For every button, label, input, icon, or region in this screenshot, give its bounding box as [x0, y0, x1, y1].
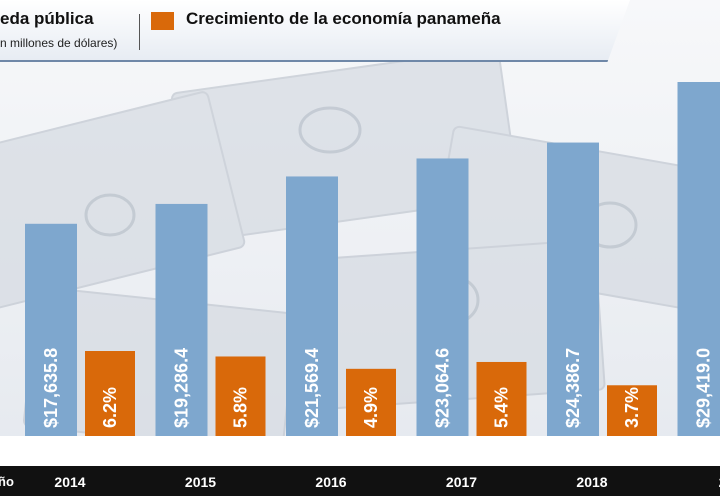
growth-value-label: 4.9% — [361, 387, 381, 428]
growth-value-label: 3.7% — [622, 387, 642, 428]
growth-bar — [215, 356, 266, 436]
x-tick-label: 2017 — [446, 474, 477, 490]
growth-value-label: 5.8% — [231, 387, 251, 428]
debt-value-label: $17,635.8 — [41, 348, 61, 428]
debt-value-label: $23,064.6 — [433, 348, 453, 428]
x-tick-label: 2014 — [54, 474, 85, 490]
x-axis-label: ño — [0, 474, 14, 489]
growth-bar — [346, 368, 396, 436]
legend-divider — [139, 14, 140, 50]
debt-bar — [547, 142, 599, 436]
x-tick-label: 2 — [719, 474, 720, 490]
debt-value-label: $29,419.0 — [694, 348, 714, 428]
debt-bar — [155, 203, 208, 436]
debt-value-label: $24,386.7 — [563, 348, 583, 428]
growth-value-label: 5.4% — [492, 387, 512, 428]
plot-baseline — [0, 436, 720, 466]
debt-bar — [286, 176, 338, 437]
chart-header: eda pública n millones de dólares) Creci… — [0, 0, 720, 64]
legend-debt-subtitle: n millones de dólares) — [0, 36, 118, 50]
legend-growth-swatch — [151, 12, 174, 30]
growth-bar — [85, 351, 135, 436]
debt-bar — [677, 82, 720, 436]
debt-bar — [416, 158, 469, 436]
x-tick-label: 2016 — [315, 474, 346, 490]
x-tick-label: 2018 — [576, 474, 607, 490]
legend-growth-title: Crecimiento de la economía panameña — [186, 9, 501, 28]
debt-value-label: $21,569.4 — [302, 348, 322, 428]
x-axis-band-edge — [0, 496, 720, 500]
debt-bar — [25, 223, 77, 436]
x-axis-band — [0, 466, 720, 496]
x-tick-label: 2015 — [185, 474, 216, 490]
growth-value-label: 6.2% — [100, 387, 120, 428]
legend-debt-title: eda pública — [0, 9, 94, 28]
debt-value-label: $19,286.4 — [172, 348, 192, 428]
growth-bar — [476, 361, 527, 436]
growth-bar — [607, 385, 657, 436]
